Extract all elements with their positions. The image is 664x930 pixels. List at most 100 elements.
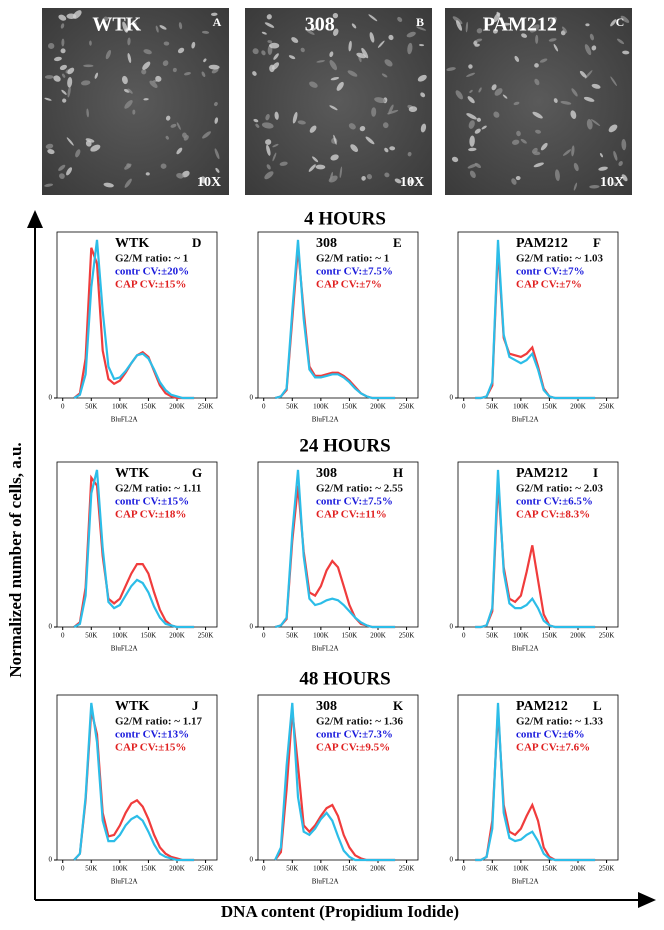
cell [61,38,65,47]
panel-title: WTK [115,699,149,714]
cell [534,63,539,68]
x-label: BluFL2A [512,416,539,424]
x-tick-label: 200K [570,403,586,411]
cell [468,64,473,69]
cell [266,144,271,156]
cell [579,70,587,78]
x-tick-label: 50K [85,865,97,873]
cell [181,170,190,178]
cell [178,22,183,30]
cell [420,92,426,98]
cell [329,51,334,58]
cell [47,149,55,155]
cell [384,147,389,153]
cell [466,72,476,77]
panel-title: 308 [316,236,337,251]
cell [585,23,590,27]
x-tick-label: 50K [286,865,298,873]
annotation: G2/M ratio: ~ 1 [115,253,188,265]
cell [329,171,334,181]
cell [491,84,497,91]
cell [535,129,542,134]
cell [122,75,128,85]
cell [548,38,557,42]
cell [476,117,481,122]
cell [452,16,463,25]
cell [127,52,132,63]
panel-letter: F [593,235,601,250]
cell [332,12,339,19]
image-label: 308 [305,14,335,36]
cell [451,156,459,163]
cell [535,34,539,44]
cell [622,50,630,55]
x-tick-label: 50K [85,632,97,640]
section-title: 48 HOURS [299,668,390,689]
x-tick-label: 0 [462,403,466,411]
cell [369,32,375,43]
cell [534,78,540,86]
x-tick-label: 100K [112,865,128,873]
cell [53,56,62,62]
x-tick-label: 50K [486,403,498,411]
cell [86,108,89,118]
cell [599,153,603,158]
annotation: contr CV:±6% [516,729,585,741]
cell [267,40,273,44]
plot-frame [457,231,619,399]
y-tick-label: 0 [49,623,53,631]
annotation: CAP CV:±15% [115,742,186,754]
cell [264,22,275,28]
cell [513,101,520,106]
x-label: BluFL2A [312,878,339,886]
x-tick-label: 50K [286,632,298,640]
x-tick-label: 200K [370,403,386,411]
cell [155,25,159,33]
cell [272,152,277,162]
cell [288,55,296,60]
panel-letter: J [192,698,199,713]
cell [143,49,152,55]
section-title: 24 HOURS [299,435,390,456]
x-tick-label: 0 [61,403,65,411]
plot-frame [56,461,218,628]
cell [616,38,625,45]
panel-letter: D [192,235,201,250]
panel-letter: I [593,465,598,480]
x-tick-label: 250K [599,403,615,411]
cell [539,58,548,63]
y-tick-label: 0 [450,394,454,402]
cell [389,146,396,151]
cell [132,20,137,27]
cell [252,71,257,76]
cell [330,76,340,81]
cell [261,50,266,56]
cell [255,123,260,128]
cell [202,131,212,139]
cell [66,13,77,19]
cell [172,67,177,73]
panel-title: PAM212 [516,466,568,481]
cell [351,23,357,29]
cell [583,96,595,102]
x-tick-label: 250K [599,865,615,873]
cell [90,144,101,152]
cell [553,98,558,103]
cell [469,135,475,147]
cell [620,15,630,23]
cell [560,100,572,105]
x-tick-label: 100K [112,403,128,411]
cell [608,124,618,133]
cell [89,40,92,46]
x-tick-label: 250K [198,865,214,873]
cell [160,163,167,169]
annotation: contr CV:±15% [115,496,189,508]
cell [598,166,608,171]
annotation: CAP CV:±8.3% [516,509,590,521]
cell [48,42,55,49]
x-tick-label: 200K [169,403,185,411]
cell [610,76,617,86]
cell [124,89,130,93]
y-tick-label: 0 [49,394,53,402]
